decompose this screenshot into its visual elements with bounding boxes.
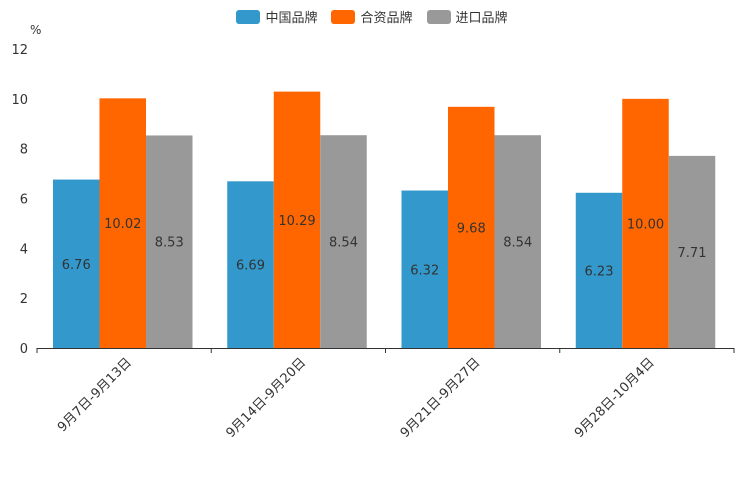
legend-swatch-imported-brand [426, 9, 451, 24]
bar-series-1-cat-0[interactable] [99, 98, 147, 349]
bar-value-label: 7.71 [678, 246, 707, 261]
y-tick-label: 8 [20, 143, 28, 158]
x-category-label: 9月14日-9月20日 [223, 355, 309, 441]
legend-item-china-brand[interactable]: 中国品牌 [236, 7, 317, 26]
legend-swatch-china-brand [236, 9, 261, 24]
bar-value-label: 10.00 [627, 217, 664, 232]
y-axis-unit: % [30, 23, 41, 37]
x-axis: 9月7日-9月13日 9月14日-9月20日 9月21日-9月27日 9月28日-10… [36, 348, 735, 441]
bar-value-label: 6.23 [585, 264, 614, 279]
legend-label-imported-brand: 进口品牌 [455, 11, 508, 26]
y-tick-label: 0 [20, 342, 28, 357]
bar-series-0-cat-3[interactable] [575, 192, 623, 348]
bar-series-1-cat-1[interactable] [273, 91, 321, 349]
bar-value-label: 10.29 [278, 214, 315, 229]
bar-value-label: 9.68 [457, 221, 486, 236]
x-category-label: 9月7日-9月13日 [55, 355, 135, 435]
bar-series-2-cat-1[interactable] [320, 135, 367, 348]
y-tick-label: 10 [11, 93, 28, 108]
bar-series-2-cat-0[interactable] [146, 135, 193, 348]
y-tick-label: 6 [20, 193, 28, 208]
bar-value-label: 8.53 [155, 236, 184, 251]
bar-series-0-cat-0[interactable] [53, 179, 100, 348]
legend-label-joint-venture-brand: 合资品牌 [360, 11, 413, 26]
bar-series-0-cat-1[interactable] [227, 181, 274, 348]
legend-label-china-brand: 中国品牌 [265, 11, 318, 26]
bar-value-label: 10.02 [104, 217, 141, 232]
legend-item-imported-brand[interactable]: 进口品牌 [426, 7, 508, 26]
bar-series-0-cat-2[interactable] [401, 190, 449, 348]
bar-value-label: 6.32 [410, 263, 439, 278]
bar-series-2-cat-3[interactable] [668, 155, 716, 348]
x-category-label: 9月21日-9月27日 [398, 355, 484, 441]
bar-series-2-cat-2[interactable] [494, 135, 542, 348]
x-category-label: 9月28日-10月4日 [572, 355, 658, 441]
legend-item-joint-venture-brand[interactable]: 合资品牌 [331, 7, 413, 26]
y-axis: 0 2 4 6 8 10 12 [11, 43, 28, 357]
bar-value-label: 8.54 [503, 236, 532, 251]
bar-value-label: 8.54 [329, 236, 358, 251]
bar-series-1-cat-3[interactable] [622, 98, 669, 348]
bar-series-1-cat-2[interactable] [448, 106, 495, 348]
bar-value-label: 6.76 [62, 258, 91, 273]
y-tick-label: 12 [11, 43, 28, 58]
chart-legend: 中国品牌 合资品牌 进口品牌 [0, 7, 744, 26]
bar-series-group: 6.76 6.69 6.32 6.23 10.02 10.29 9.68 10.00 8.53 8… [53, 91, 716, 349]
y-tick-label: 2 [20, 292, 28, 307]
y-tick-label: 4 [20, 242, 28, 257]
legend-swatch-joint-venture-brand [331, 9, 356, 24]
bar-value-label: 6.69 [236, 259, 265, 274]
